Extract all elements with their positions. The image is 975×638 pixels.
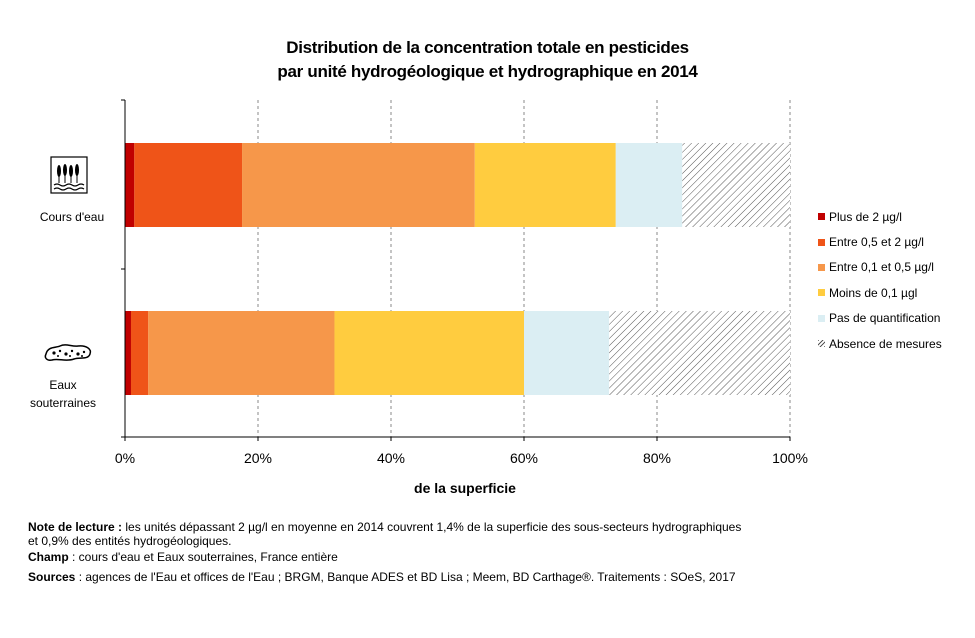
legend-item: Entre 0,5 et 2 µg/l: [818, 229, 942, 254]
legend-swatch: [818, 263, 825, 271]
bar-segment: [134, 143, 243, 227]
legend-label: Pas de quantification: [829, 311, 941, 326]
chart-title-line2: par unité hydrogéologique et hydrographi…: [277, 62, 698, 81]
legend-label: Absence de mesures: [829, 336, 942, 351]
bar-segment: [148, 311, 335, 395]
bar-segment: [125, 143, 135, 227]
x-axis-label: de la superficie: [414, 480, 516, 496]
groundwater-icon: [42, 340, 94, 371]
legend-item: Entre 0,1 et 0,5 µg/l: [818, 255, 942, 280]
note-sources-label: Sources: [28, 570, 76, 584]
legend-label: Entre 0,1 et 0,5 µg/l: [829, 260, 934, 275]
note-lecture-text1: les unités dépassant 2 µg/l en moyenne e…: [125, 520, 742, 534]
legend-swatch: [818, 314, 825, 322]
category-label-eaux: Eaux souterraines: [18, 376, 108, 412]
note-lecture-cont: et 0,9% des entités hydrogéologiques.: [28, 534, 232, 548]
legend-swatch: [818, 238, 825, 246]
note-lecture: Note de lecture : les unités dépassant 2…: [28, 520, 741, 534]
x-tick-label: 80%: [643, 450, 671, 466]
x-tick-label: 40%: [377, 450, 405, 466]
category-label-eaux-line2: souterraines: [29, 396, 97, 410]
x-tick-label: 100%: [772, 450, 808, 466]
bar-segment: [130, 311, 149, 395]
legend-swatch: [818, 289, 825, 297]
bar-segment: [609, 311, 790, 395]
bar-segment: [474, 143, 616, 227]
chart-title-line1: Distribution de la concentration totale …: [286, 38, 689, 57]
legend-item: Moins de 0,1 µgl: [818, 280, 942, 305]
category-label-cours: Cours d'eau: [39, 210, 105, 224]
bar-segment: [125, 311, 131, 395]
x-tick-label: 0%: [115, 450, 135, 466]
legend-label: Moins de 0,1 µgl: [829, 285, 918, 300]
note-champ-label: Champ: [28, 550, 69, 564]
note-sources: Sources : agences de l'Eau et offices de…: [28, 570, 736, 584]
legend-label: Entre 0,5 et 2 µg/l: [829, 235, 924, 250]
note-champ: Champ : cours d'eau et Eaux souterraines…: [28, 550, 338, 564]
x-tick-label: 20%: [244, 450, 272, 466]
legend-item: Plus de 2 µg/l: [818, 204, 942, 229]
legend-item: Pas de quantification: [818, 306, 942, 331]
legend-item: Absence de mesures: [818, 331, 942, 356]
river-icon: [50, 156, 88, 199]
bar-segment: [682, 143, 790, 227]
bar-segment: [524, 311, 610, 395]
note-champ-text: : cours d'eau et Eaux souterraines, Fran…: [72, 550, 338, 564]
bar-segment: [615, 143, 683, 227]
note-sources-text: : agences de l'Eau et offices de l'Eau ;…: [78, 570, 736, 584]
chart-legend: Plus de 2 µg/l Entre 0,5 et 2 µg/l Entre 0…: [818, 204, 942, 356]
category-label-eaux-line1: Eaux: [49, 378, 77, 392]
x-tick-label: 60%: [510, 450, 538, 466]
legend-label: Plus de 2 µg/l: [829, 209, 902, 224]
bar-segment: [334, 311, 524, 395]
bar-segment: [242, 143, 475, 227]
note-lecture-label: Note de lecture :: [28, 520, 123, 534]
legend-swatch: [818, 340, 825, 348]
legend-swatch: [818, 213, 825, 221]
